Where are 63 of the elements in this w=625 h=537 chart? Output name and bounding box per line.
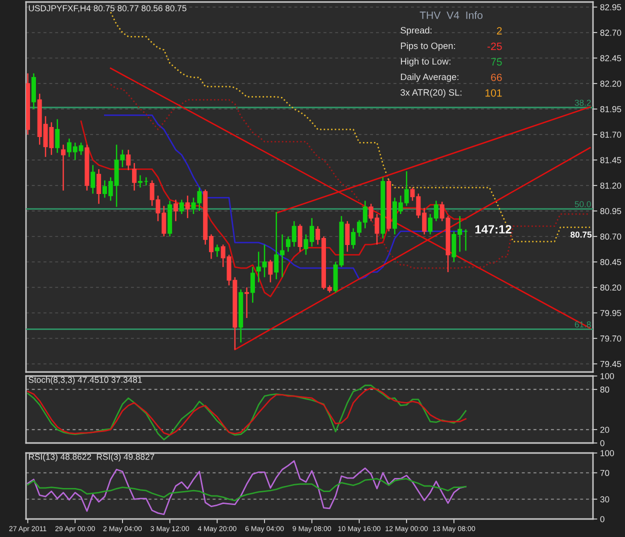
annotation: 101 (485, 89, 502, 97)
candlestick (138, 174, 142, 188)
line-series (104, 114, 466, 280)
y-tick-label: 100 (600, 450, 614, 456)
candlestick (244, 286, 250, 319)
annotation: 50.0 (574, 201, 591, 208)
y-tick-label: 79.45 (600, 360, 622, 368)
candlestick (55, 118, 60, 154)
y-tick-label: 80.70 (600, 234, 622, 240)
line-series (110, 84, 591, 269)
candlestick (268, 259, 273, 283)
annotation: Spread: (400, 26, 432, 36)
annotation: High to Low: (400, 58, 450, 66)
annotation: 80.75 (570, 232, 592, 238)
annotation: 38.2 (574, 100, 591, 106)
candlestick (179, 199, 184, 215)
annotation: 147:12 (475, 225, 512, 234)
y-tick-label: 80 (600, 386, 610, 393)
chart-title: USDJPYFXF,H4 80.75 80.77 80.56 80.75 (28, 5, 186, 12)
annotation: 75 (491, 58, 502, 66)
y-tick-label: 20 (600, 426, 610, 433)
y-tick-label: 80.95 (600, 208, 622, 214)
y-tick-label: 80.45 (600, 259, 622, 266)
y-tick-label: 82.45 (600, 55, 622, 62)
candlestick (126, 149, 131, 171)
y-tick-label: 81.70 (600, 132, 622, 138)
annotation: THV V4 Info (420, 11, 482, 20)
annotation: Pips to Open: (400, 42, 455, 51)
y-tick-label: 80.20 (600, 284, 622, 291)
annotation: 2 (496, 27, 502, 34)
candlestick (250, 266, 255, 304)
candlestick (61, 144, 66, 192)
y-tick-label: 79.70 (600, 335, 622, 342)
chart-title: RSI(13) 48.8622 RSI(3) 49.8827 (28, 454, 154, 462)
y-tick-label: 81.95 (600, 106, 622, 112)
y-tick-label: 81.20 (600, 182, 622, 189)
line-series (110, 12, 591, 242)
y-tick-label: 82.70 (600, 30, 622, 36)
line-series (27, 460, 466, 516)
candlestick (214, 244, 220, 258)
annotation: 66 (491, 74, 502, 82)
annotation: Daily Average: (400, 73, 458, 82)
candlestick (132, 162, 137, 192)
y-tick-label: 0 (600, 516, 604, 522)
y-tick-label: 82.95 (600, 4, 622, 10)
y-tick-label: 70 (600, 470, 610, 476)
line-series (80, 120, 466, 298)
y-tick-label: 82.20 (600, 80, 622, 87)
candlestick (298, 224, 302, 252)
line-series (27, 478, 466, 502)
y-tick-label: 0 (600, 440, 604, 446)
annotation: 3x ATR(20) SL: (400, 88, 462, 98)
chart-title: Stoch(8,3,3) 47.4510 37.3481 (28, 376, 142, 385)
y-tick-label: 30 (600, 496, 610, 502)
y-tick-label: 81.45 (600, 157, 622, 164)
annotation: -25 (487, 42, 502, 50)
candlestick (185, 195, 190, 219)
candlestick (96, 168, 102, 204)
candlestick (173, 199, 178, 222)
candlestick (90, 164, 96, 194)
y-tick-label: 79.95 (600, 310, 622, 316)
y-tick-label: 100 (600, 373, 614, 380)
candlestick (345, 220, 350, 252)
